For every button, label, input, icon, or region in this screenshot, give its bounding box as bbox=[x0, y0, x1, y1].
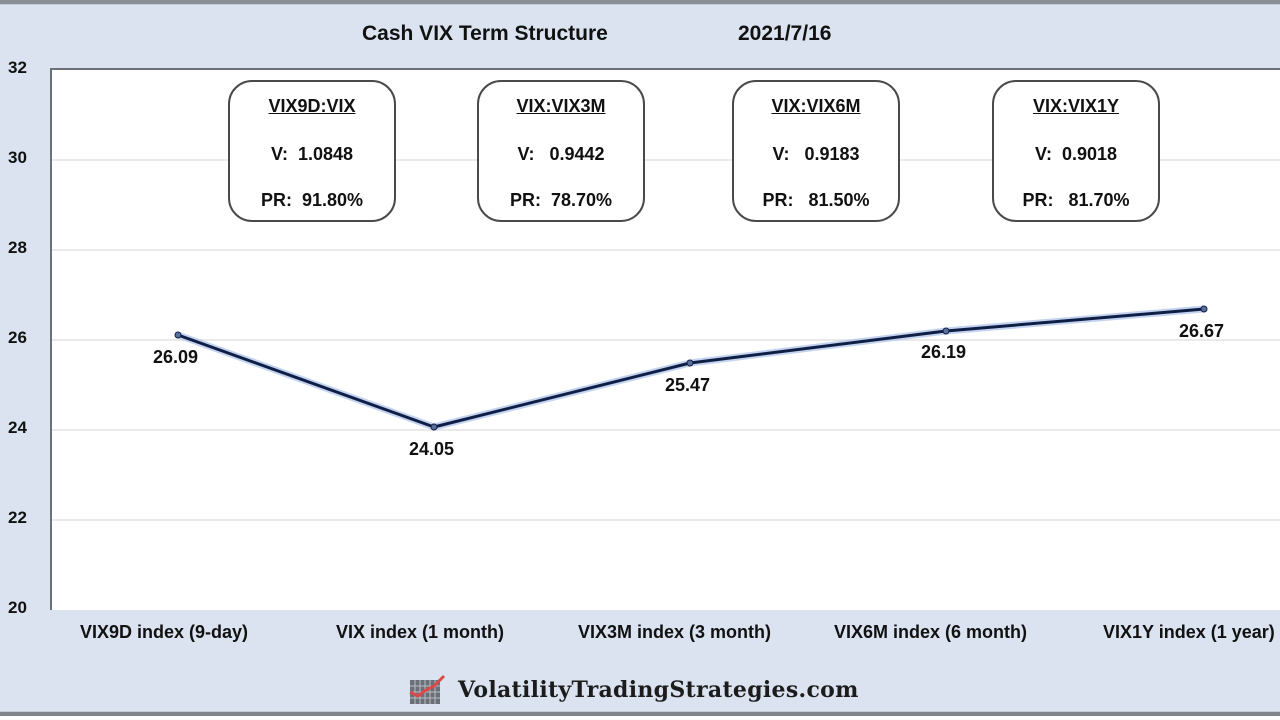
x-tick-vix6m: VIX6M index (6 month) bbox=[834, 622, 1028, 642]
ratio-box-vix-vix1y: VIX:VIX1Y V: 0.9018 PR: 81.70% bbox=[992, 80, 1160, 222]
chart-logo-icon bbox=[409, 674, 446, 704]
y-tick-32: 32 bbox=[8, 58, 27, 77]
x-tick-vix9d: VIX9D index (9-day) bbox=[80, 622, 249, 642]
y-tick-24: 24 bbox=[8, 418, 27, 437]
series-glow bbox=[176, 305, 1205, 431]
x-tick-vix: VIX index (1 month) bbox=[336, 622, 505, 642]
chart-date: 2021/7/16 bbox=[738, 22, 832, 45]
chart-title: Cash VIX Term Structure bbox=[362, 22, 608, 45]
ratio-value: V: 0.9018 bbox=[1034, 144, 1118, 164]
footer-website: VolatilityTradingStrategies.com bbox=[458, 677, 859, 703]
ratio-value: V: 0.9442 bbox=[517, 144, 605, 164]
data-label-vix3m: 25.47 bbox=[665, 375, 711, 395]
y-tick-22: 22 bbox=[8, 508, 27, 527]
ratio-percentile: PR: 91.80% bbox=[260, 190, 364, 210]
ratio-title: VIX9D:VIX bbox=[268, 96, 356, 116]
top-border bbox=[0, 0, 1280, 5]
ratio-box-vix-vix6m: VIX:VIX6M V: 0.9183 PR: 81.50% bbox=[732, 80, 900, 222]
data-label-vix6m: 26.19 bbox=[921, 342, 967, 362]
y-tick-20: 20 bbox=[8, 598, 27, 617]
bottom-border bbox=[0, 711, 1280, 717]
y-tick-30: 30 bbox=[8, 148, 27, 167]
ratio-title: VIX:VIX1Y bbox=[1032, 96, 1120, 116]
ratio-box-vix-vix3m: VIX:VIX3M V: 0.9442 PR: 78.70% bbox=[477, 80, 645, 222]
data-markers bbox=[174, 305, 1208, 431]
data-label-vix9d: 26.09 bbox=[153, 347, 199, 367]
ratio-value: V: 0.9183 bbox=[772, 144, 860, 164]
bottom-edge bbox=[0, 716, 1280, 720]
ratio-title: VIX:VIX6M bbox=[771, 96, 861, 116]
ratio-box-vix9d-vix: VIX9D:VIX V: 1.0848 PR: 91.80% bbox=[228, 80, 396, 222]
data-label-vix: 24.05 bbox=[409, 439, 455, 459]
ratio-percentile: PR: 78.70% bbox=[509, 190, 613, 210]
ratio-percentile: PR: 81.50% bbox=[762, 190, 870, 210]
series-line bbox=[177, 307, 1205, 429]
ratio-percentile: PR: 81.70% bbox=[1022, 190, 1130, 210]
x-tick-vix1y: VIX1Y index (1 year) bbox=[1103, 622, 1275, 642]
ratio-value: V: 1.0848 bbox=[270, 144, 354, 164]
x-tick-vix3m: VIX3M index (3 month) bbox=[578, 622, 772, 642]
y-tick-26: 26 bbox=[8, 328, 27, 347]
y-tick-28: 28 bbox=[8, 238, 27, 257]
footer-brand: VolatilityTradingStrategies.com bbox=[408, 672, 859, 708]
data-label-vix1y: 26.67 bbox=[1179, 321, 1225, 341]
ratio-title: VIX:VIX3M bbox=[516, 96, 606, 116]
